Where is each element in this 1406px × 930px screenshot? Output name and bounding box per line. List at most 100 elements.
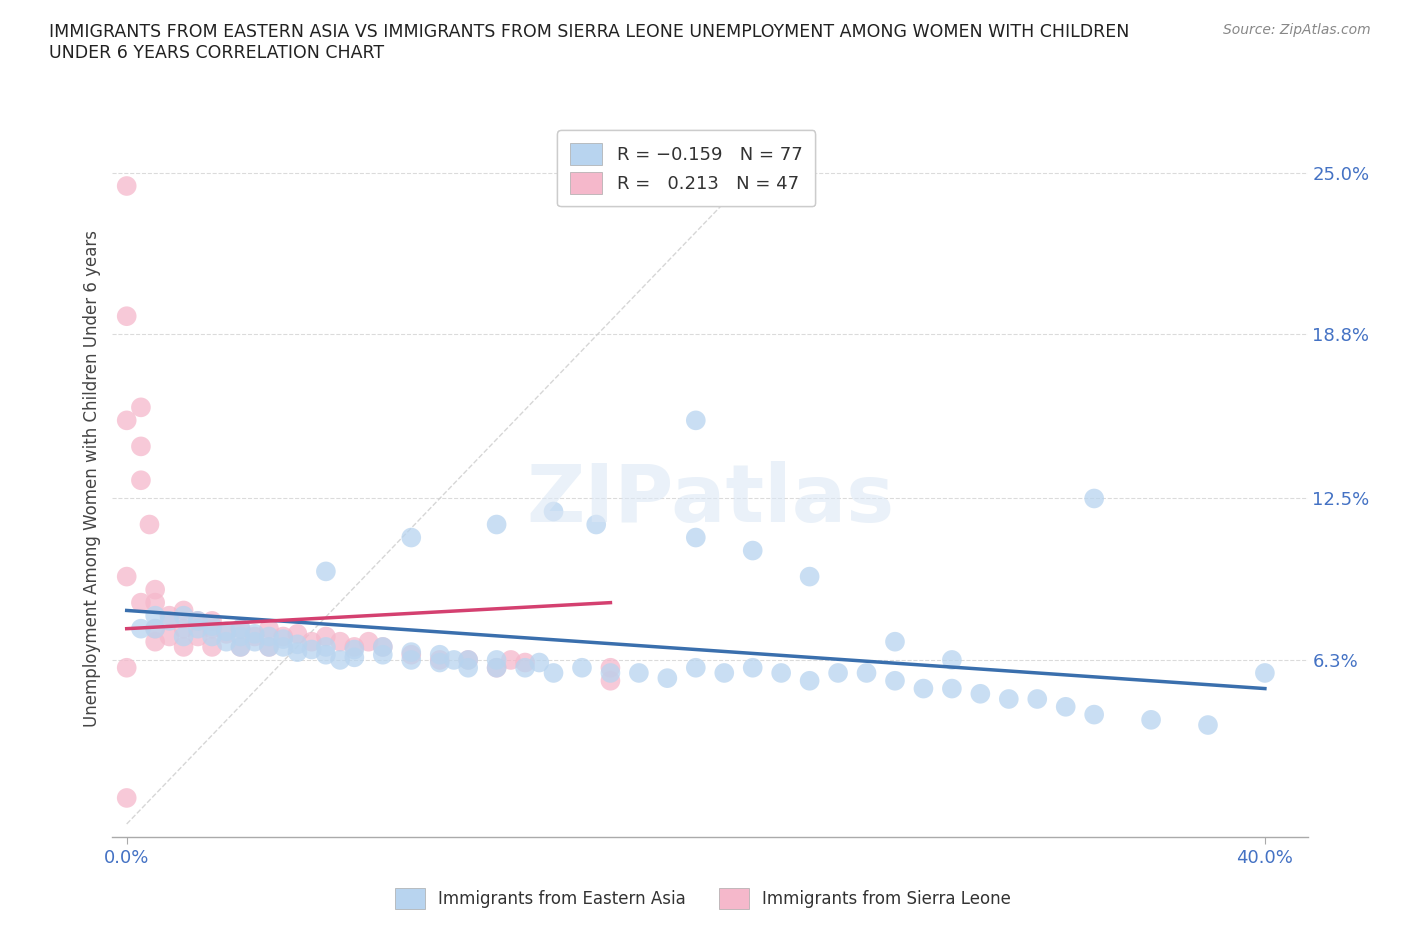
Point xyxy=(1197,718,1219,733)
Point xyxy=(599,673,621,688)
Point xyxy=(485,517,508,532)
Point xyxy=(257,629,280,644)
Point xyxy=(713,666,735,681)
Point xyxy=(827,666,849,681)
Point xyxy=(429,655,451,670)
Point xyxy=(173,640,195,655)
Point xyxy=(287,644,309,659)
Point xyxy=(998,692,1021,707)
Point xyxy=(912,681,935,696)
Point xyxy=(115,660,138,675)
Point xyxy=(157,608,180,623)
Point xyxy=(457,653,479,668)
Point xyxy=(173,603,195,618)
Point xyxy=(685,413,707,428)
Point xyxy=(257,640,280,655)
Point xyxy=(401,653,423,668)
Point xyxy=(187,614,209,629)
Point xyxy=(287,637,309,652)
Point xyxy=(143,621,166,636)
Point xyxy=(599,660,621,675)
Point xyxy=(157,614,180,629)
Point xyxy=(301,642,323,657)
Point xyxy=(941,681,963,696)
Text: Source: ZipAtlas.com: Source: ZipAtlas.com xyxy=(1223,23,1371,37)
Point xyxy=(1054,699,1077,714)
Text: ZIPatlas: ZIPatlas xyxy=(526,461,894,539)
Point xyxy=(343,640,366,655)
Point xyxy=(315,647,337,662)
Point xyxy=(201,629,224,644)
Point xyxy=(371,640,394,655)
Point xyxy=(187,621,209,636)
Point xyxy=(429,653,451,668)
Point xyxy=(215,624,238,639)
Point xyxy=(243,627,266,642)
Point xyxy=(115,179,138,193)
Point xyxy=(143,621,166,636)
Point xyxy=(499,653,522,668)
Point xyxy=(229,621,252,636)
Point xyxy=(329,634,352,649)
Point xyxy=(485,653,508,668)
Point xyxy=(138,517,160,532)
Point xyxy=(201,621,224,636)
Point xyxy=(315,564,337,578)
Point xyxy=(401,530,423,545)
Point xyxy=(884,634,907,649)
Point xyxy=(513,655,536,670)
Point xyxy=(143,582,166,597)
Point xyxy=(201,614,224,629)
Point xyxy=(571,660,593,675)
Point xyxy=(301,634,323,649)
Point xyxy=(129,472,152,487)
Point xyxy=(129,439,152,454)
Point xyxy=(1083,707,1105,722)
Point xyxy=(371,647,394,662)
Point xyxy=(115,790,138,805)
Point xyxy=(229,640,252,655)
Point xyxy=(401,647,423,662)
Point xyxy=(799,673,821,688)
Point xyxy=(457,660,479,675)
Point xyxy=(357,634,380,649)
Point xyxy=(884,673,907,688)
Point xyxy=(143,634,166,649)
Point xyxy=(271,631,294,646)
Point xyxy=(485,660,508,675)
Point xyxy=(173,621,195,636)
Point xyxy=(215,634,238,649)
Point xyxy=(115,413,138,428)
Text: IMMIGRANTS FROM EASTERN ASIA VS IMMIGRANTS FROM SIERRA LEONE UNEMPLOYMENT AMONG : IMMIGRANTS FROM EASTERN ASIA VS IMMIGRAN… xyxy=(49,23,1129,62)
Point xyxy=(941,653,963,668)
Point xyxy=(315,629,337,644)
Point xyxy=(243,634,266,649)
Point xyxy=(173,629,195,644)
Point xyxy=(599,666,621,681)
Legend: Immigrants from Eastern Asia, Immigrants from Sierra Leone: Immigrants from Eastern Asia, Immigrants… xyxy=(387,880,1019,917)
Point xyxy=(343,650,366,665)
Point xyxy=(187,629,209,644)
Point xyxy=(115,309,138,324)
Point xyxy=(1254,666,1277,681)
Point xyxy=(1026,692,1049,707)
Point xyxy=(243,629,266,644)
Point xyxy=(1083,491,1105,506)
Point xyxy=(329,653,352,668)
Point xyxy=(741,543,763,558)
Point xyxy=(529,655,551,670)
Point xyxy=(969,686,991,701)
Point xyxy=(143,595,166,610)
Point xyxy=(315,640,337,655)
Point xyxy=(657,671,679,685)
Point xyxy=(457,653,479,668)
Point xyxy=(1140,712,1163,727)
Point xyxy=(257,640,280,655)
Point xyxy=(543,504,565,519)
Point xyxy=(685,530,707,545)
Point xyxy=(855,666,877,681)
Point xyxy=(271,640,294,655)
Point xyxy=(401,644,423,659)
Point xyxy=(201,618,224,633)
Point xyxy=(129,595,152,610)
